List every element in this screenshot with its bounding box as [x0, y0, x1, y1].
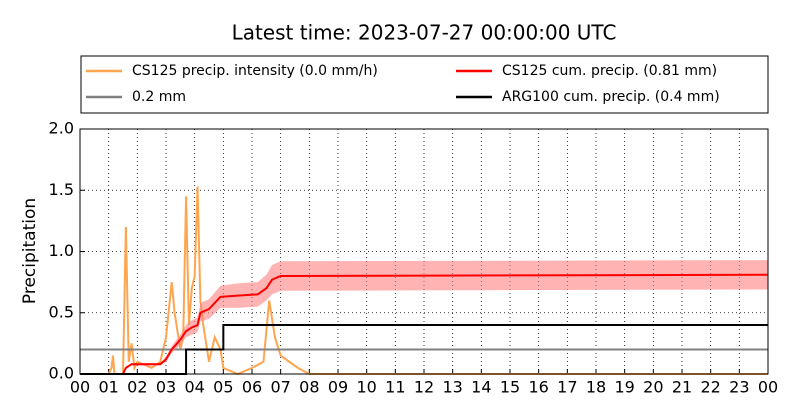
x-tick-label: 06 [242, 378, 262, 397]
legend-label: 0.2 mm [132, 89, 186, 105]
x-tick-label: 03 [156, 378, 176, 397]
y-tick-label: 2.0 [49, 119, 74, 138]
y-axis-label: Precipitation [20, 198, 40, 304]
x-tick-label: 21 [672, 378, 692, 397]
legend-box [80, 55, 769, 114]
x-tick-label: 04 [184, 378, 204, 397]
x-tick-label: 14 [471, 378, 491, 397]
chart-title: Latest time: 2023-07-27 00:00:00 UTC [232, 21, 617, 45]
x-tick-label: 05 [213, 378, 233, 397]
y-tick-label: 1.5 [49, 180, 74, 199]
x-tick-label: 11 [385, 378, 405, 397]
x-tick-label: 09 [328, 378, 348, 397]
x-tick-label: 10 [356, 378, 376, 397]
uncertainty-band [80, 260, 768, 374]
x-tick-label: 19 [614, 378, 634, 397]
x-tick-label: 02 [127, 378, 147, 397]
x-tick-label: 22 [700, 378, 720, 397]
x-tick-label: 00 [70, 378, 90, 397]
legend-label: CS125 precip. intensity (0.0 mm/h) [132, 63, 378, 79]
x-tick-label: 12 [414, 378, 434, 397]
x-tick-label: 20 [643, 378, 663, 397]
y-tick-label: 1.0 [49, 241, 74, 260]
x-tick-label: 23 [729, 378, 749, 397]
x-tick-label: 07 [270, 378, 290, 397]
x-tick-label: 08 [299, 378, 319, 397]
x-tick-label: 17 [557, 378, 577, 397]
y-tick-label: 0.5 [49, 302, 74, 321]
x-tick-label: 15 [500, 378, 520, 397]
plot-frame [79, 128, 769, 375]
x-tick-label: 13 [442, 378, 462, 397]
series-line [80, 273, 769, 375]
legend-label: ARG100 cum. precip. (0.4 mm) [502, 89, 720, 105]
legend-label: CS125 cum. precip. (0.81 mm) [502, 63, 717, 79]
y-tick-label: 0.0 [49, 364, 74, 383]
x-tick-label: 16 [528, 378, 548, 397]
x-tick-label: 01 [98, 378, 118, 397]
x-tick-label: 00 [758, 378, 778, 397]
x-tick-label: 18 [586, 378, 606, 397]
